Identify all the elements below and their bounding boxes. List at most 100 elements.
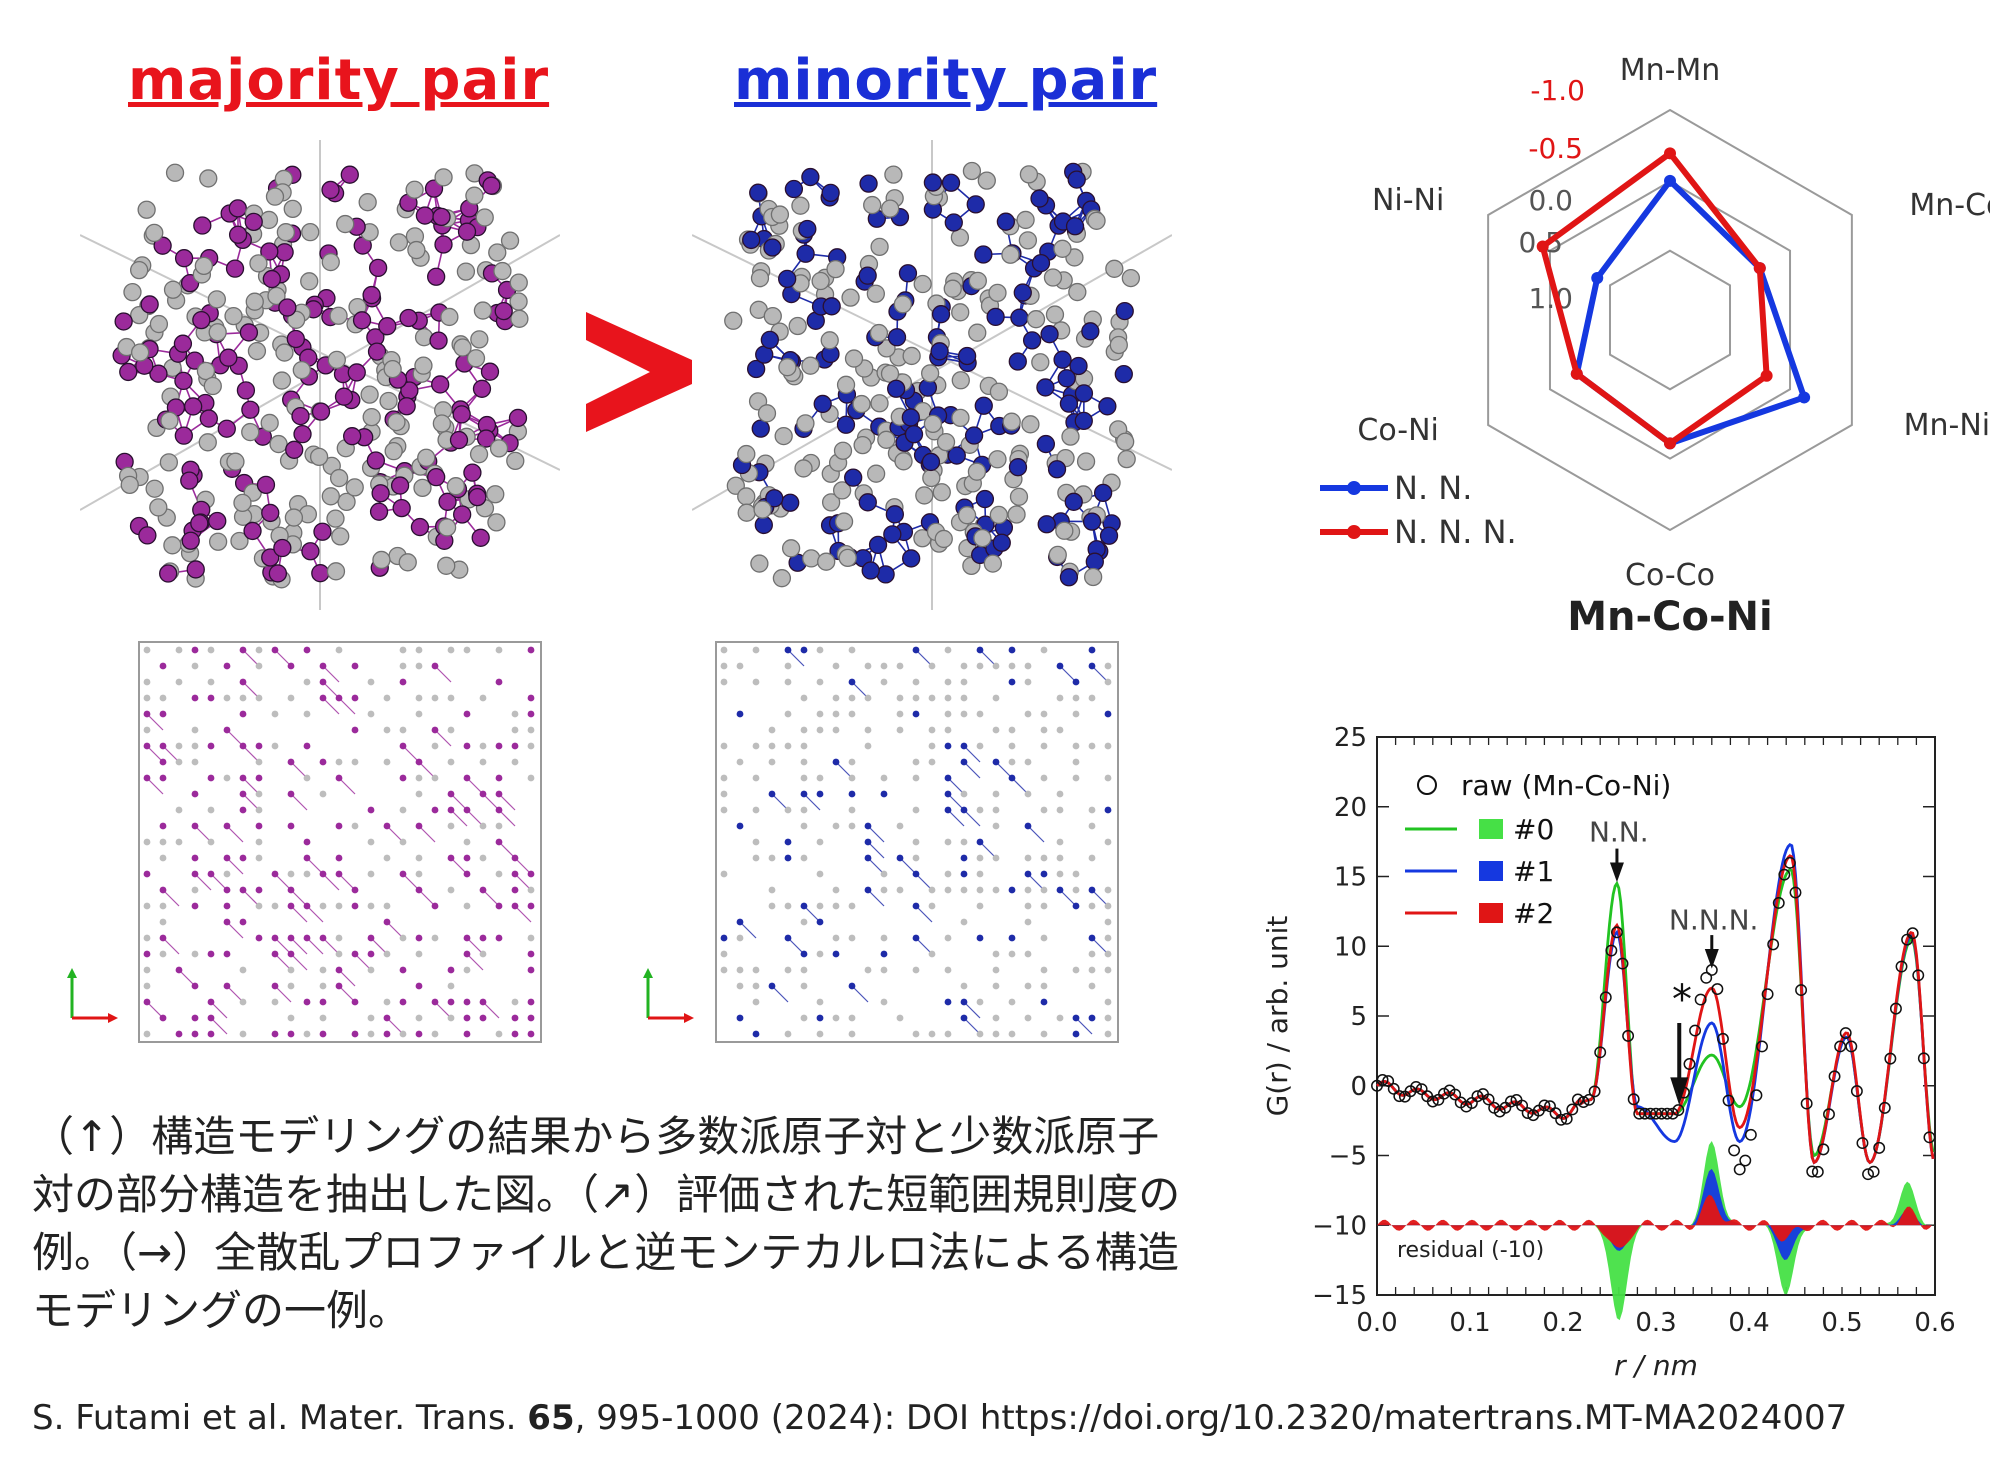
- atom-other: [286, 310, 306, 329]
- projection-bond: [226, 729, 244, 747]
- atom-paired: [941, 173, 961, 192]
- projection-bond: [1059, 889, 1077, 907]
- raw-data-point: [1650, 1107, 1662, 1120]
- projection-atom-paired: [1008, 886, 1016, 894]
- projection-atom-other: [1056, 806, 1064, 814]
- citation: S. Futami et al. Mater. Trans. 65, 995-1…: [32, 1398, 1847, 1438]
- raw-data-point: [1778, 868, 1791, 881]
- projection-atom-paired: [848, 790, 856, 798]
- raw-data-point: [1482, 1093, 1495, 1106]
- projection-bond: [178, 969, 196, 987]
- projection-atom-paired: [239, 646, 247, 654]
- projection-atom-paired: [207, 774, 215, 782]
- projection-atom-paired: [159, 774, 167, 782]
- arrow-star-head: [1670, 1077, 1689, 1106]
- projection-atom-paired: [207, 694, 215, 702]
- projection-atom-paired: [463, 950, 471, 958]
- projection-atom-paired: [255, 774, 263, 782]
- projection-atom-other: [415, 1014, 423, 1022]
- y-tick-label: 25: [1334, 723, 1367, 753]
- atom-other: [470, 330, 489, 349]
- radar-scale-label: -0.5: [1528, 132, 1583, 165]
- projection-bond: [466, 809, 484, 827]
- atom-other: [145, 223, 164, 243]
- projection-atom-other: [1024, 662, 1032, 670]
- projection-bond: [402, 873, 420, 891]
- projection-atom-other: [1040, 902, 1048, 910]
- projection-atom-other: [832, 902, 840, 910]
- projection-atom-paired: [527, 998, 535, 1006]
- atom-paired: [186, 560, 205, 579]
- projection-atom-other: [1008, 998, 1016, 1006]
- projection-atom-paired: [1008, 646, 1016, 654]
- atom-paired: [754, 515, 773, 535]
- atom-paired: [821, 183, 840, 203]
- projection-atom-paired: [207, 998, 215, 1006]
- projection-atom-paired: [319, 1030, 327, 1038]
- raw-data-point: [1878, 1101, 1891, 1114]
- projection-atom-paired: [335, 774, 343, 782]
- atom-other: [844, 349, 864, 368]
- projection-atom-other: [1008, 726, 1016, 734]
- projection-atom-other: [383, 726, 391, 734]
- raw-data-point: [1828, 1070, 1841, 1083]
- projection-atom-other: [319, 966, 327, 974]
- projection-atom-other: [992, 822, 1000, 830]
- atom-paired: [228, 225, 248, 244]
- atom-paired: [410, 517, 430, 537]
- atom-other: [1087, 211, 1106, 230]
- atom-paired: [974, 396, 993, 415]
- projection-atom-other: [239, 694, 247, 702]
- raw-data-point: [1756, 1040, 1768, 1053]
- atom-other: [1001, 245, 1020, 264]
- atom-paired: [763, 238, 782, 257]
- atom-other: [957, 506, 977, 525]
- projection-atom-other: [415, 790, 423, 798]
- atom-other: [962, 161, 982, 181]
- raw-data-point: [1661, 1107, 1674, 1120]
- atom-other: [269, 434, 288, 454]
- projection-atom-other: [752, 854, 760, 862]
- projection-atom-other: [159, 918, 167, 926]
- atom-paired: [1057, 369, 1076, 388]
- atom-paired: [858, 493, 877, 512]
- atom-other: [988, 283, 1007, 303]
- projection-bond: [947, 809, 965, 827]
- projection-atom-paired: [527, 966, 535, 974]
- projection-atom-other: [912, 758, 920, 766]
- projection-atom-paired: [143, 774, 151, 782]
- projection-atom-paired: [447, 806, 455, 814]
- atom-other: [1031, 353, 1050, 372]
- projection-atom-paired: [319, 998, 327, 1006]
- projection-atom-other: [896, 726, 904, 734]
- projection-atom-paired: [848, 678, 856, 686]
- projection-atom-other: [992, 982, 1000, 990]
- projection-atom-paired: [415, 886, 423, 894]
- projection-atom-other: [143, 982, 151, 990]
- atom-paired: [185, 351, 204, 370]
- projection-atom-other: [1104, 838, 1112, 846]
- atom-other: [500, 231, 520, 250]
- atom-paired: [1008, 458, 1028, 477]
- atom-other: [163, 536, 182, 555]
- atom-other: [866, 464, 886, 483]
- minority-projection-2d: [715, 641, 1119, 1043]
- atom-paired: [438, 492, 457, 511]
- projection-atom-other: [1024, 886, 1032, 894]
- atom-other: [432, 414, 452, 433]
- projection-atom-other: [383, 758, 391, 766]
- projection-atom-paired: [1056, 886, 1064, 894]
- projection-bond: [354, 953, 372, 971]
- projection-bond: [963, 745, 981, 763]
- projection-atom-other: [431, 774, 439, 782]
- projection-atom-paired: [960, 854, 968, 862]
- radar-point: [1753, 262, 1766, 275]
- projection-atom-paired: [431, 806, 439, 814]
- projection-atom-other: [816, 726, 824, 734]
- atom-paired: [159, 564, 178, 583]
- projection-atom-paired: [207, 1030, 215, 1038]
- atom-paired: [883, 525, 902, 544]
- atom-other: [1061, 427, 1080, 446]
- projection-bond: [242, 649, 260, 667]
- projection-atom-paired: [159, 758, 167, 766]
